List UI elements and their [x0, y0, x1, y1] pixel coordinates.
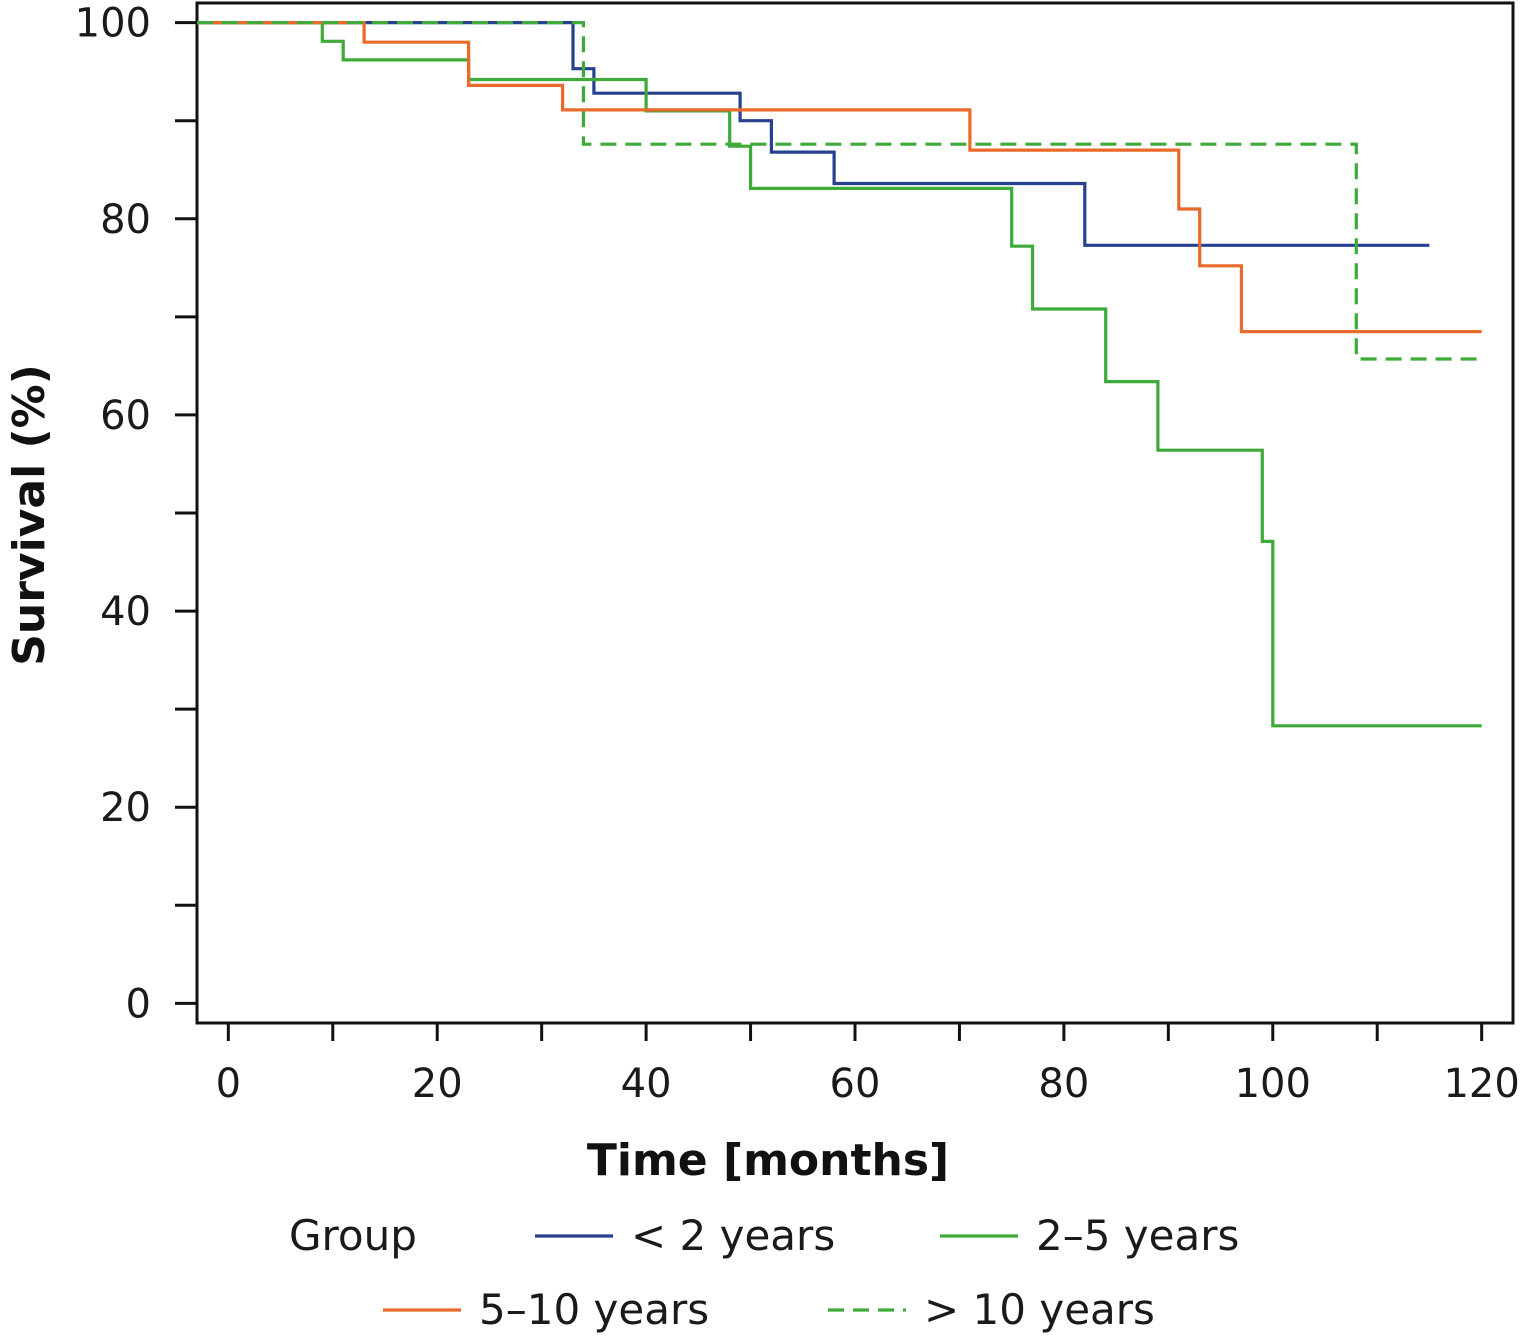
x-axis-title: Time [months]: [587, 1135, 949, 1186]
legend-title: Group: [289, 1211, 417, 1260]
x-axis: 0 20 40 60 80 100 120: [216, 1023, 1520, 1107]
y-tick-label: 80: [100, 197, 151, 243]
x-tick-label: 40: [621, 1061, 672, 1107]
legend-label-2: 5–10 years: [479, 1285, 709, 1334]
legend-label-0: < 2 years: [631, 1211, 835, 1260]
y-axis-title: Survival (%): [4, 364, 55, 666]
series-line-1: [197, 21, 1482, 728]
x-tick-label: 60: [830, 1061, 881, 1107]
y-tick-label: 0: [126, 981, 151, 1027]
legend-label-3: > 10 years: [924, 1285, 1155, 1334]
y-tick-label: 20: [100, 785, 151, 831]
plot-frame: [195, 1, 1515, 1025]
legend-label-1: 2–5 years: [1036, 1211, 1239, 1260]
x-tick-label: 20: [412, 1061, 463, 1107]
series-line-3: [197, 21, 1482, 361]
series-line-0: [197, 21, 1430, 247]
legend: Group < 2 years 2–5 years 5–10 years > 10 y…: [289, 1211, 1239, 1334]
y-tick-label: 40: [100, 589, 151, 635]
y-axis: 0 20 40 60 80 100: [75, 1, 197, 1027]
x-tick-label: 80: [1038, 1061, 1089, 1107]
x-tick-label: 0: [216, 1061, 241, 1107]
y-tick-label: 60: [100, 393, 151, 439]
series-lines: [197, 21, 1482, 728]
x-tick-label: 100: [1235, 1061, 1311, 1107]
x-tick-label: 120: [1443, 1061, 1519, 1107]
series-line-2: [197, 21, 1482, 334]
y-tick-label: 100: [75, 1, 151, 47]
